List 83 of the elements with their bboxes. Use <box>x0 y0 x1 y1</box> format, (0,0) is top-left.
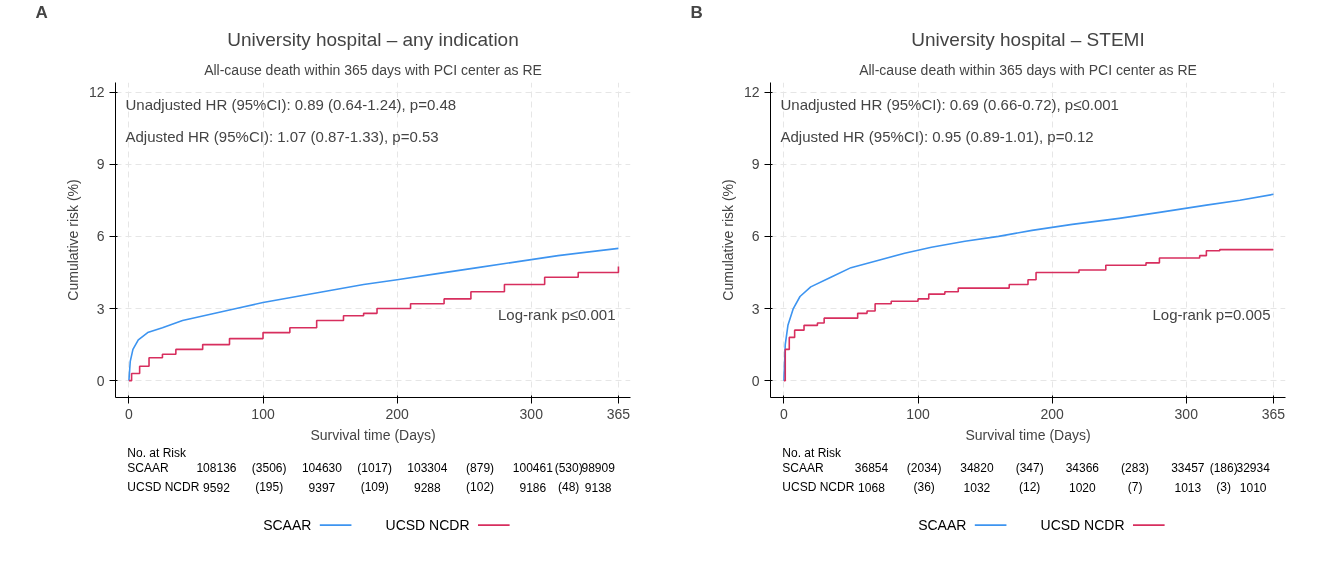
text: 108136 <box>196 461 237 476</box>
text: 104630 <box>301 461 343 476</box>
x-axis-title: Survival time (Days) <box>965 426 1091 443</box>
y-tick-label: 12 <box>88 84 105 101</box>
text: UCSD NCDR <box>782 480 855 495</box>
text: (3506) <box>251 460 287 475</box>
x-tick-label: 0 <box>125 405 134 422</box>
text: 1068 <box>858 480 886 495</box>
text: (530) <box>554 460 583 475</box>
annotation: Adjusted HR (95%CI): 1.07 (0.87-1.33), p=0.53 <box>125 127 439 145</box>
chart-title: University hospital – any indication <box>227 28 519 50</box>
x-axis-title: Survival time (Days) <box>310 426 436 443</box>
legend-label: SCAAR <box>918 517 967 534</box>
x-tick-label: 200 <box>1040 405 1065 422</box>
chart-title: University hospital – STEMI <box>911 28 1145 50</box>
legend-label: UCSD NCDR <box>1040 517 1125 534</box>
text: (186) <box>1209 460 1238 475</box>
y-tick-label: 3 <box>96 300 105 317</box>
text: No. at Risk <box>782 446 842 461</box>
y-axis-title: Cumulative risk (%) <box>64 179 81 301</box>
line-series <box>783 193 1275 382</box>
annotation: Log-rank p=0.005 <box>1152 305 1271 323</box>
annotation: Adjusted HR (95%CI): 0.95 (0.89-1.01), p=0.12 <box>780 127 1094 145</box>
text: 33457 <box>1171 461 1205 476</box>
text: (3) <box>1216 480 1231 495</box>
text: SCAAR <box>782 460 824 475</box>
text: A <box>35 2 48 22</box>
text: 1032 <box>963 480 991 495</box>
y-axis-title: Cumulative risk (%) <box>719 179 736 301</box>
text: 9288 <box>414 480 442 495</box>
text: (12) <box>1018 480 1041 495</box>
text: 9592 <box>203 480 231 495</box>
chart-subtitle: All-cause death within 365 days with PCI center as RE <box>859 61 1197 78</box>
text: 9138 <box>584 480 612 495</box>
y-tick-label: 3 <box>751 300 760 317</box>
text: (2034) <box>906 460 942 475</box>
text: (48) <box>557 480 580 495</box>
x-tick-label: 0 <box>780 405 789 422</box>
text: 103304 <box>407 461 448 476</box>
text: (36) <box>913 480 935 495</box>
chart-subtitle: All-cause death within 365 days with PCI center as RE <box>204 61 542 78</box>
text: (879) <box>466 460 495 475</box>
y-tick-label: 9 <box>96 156 105 173</box>
text: 1013 <box>1174 480 1202 495</box>
text: SCAAR <box>127 460 169 475</box>
legend-label: SCAAR <box>263 517 312 534</box>
text: 9186 <box>519 480 547 495</box>
y-tick-label: 0 <box>96 372 105 389</box>
text: (347) <box>1015 460 1044 475</box>
x-tick-label: 300 <box>1174 405 1199 422</box>
text: No. at Risk <box>127 446 187 461</box>
text: (195) <box>255 480 284 495</box>
annotation: Unadjusted HR (95%CI): 0.69 (0.66-0.72), p≤0.001 <box>780 95 1119 113</box>
annotation: Unadjusted HR (95%CI): 0.89 (0.64-1.24), p=0.48 <box>125 95 457 113</box>
y-tick-label: 12 <box>743 84 760 101</box>
x-tick-label: 300 <box>519 405 544 422</box>
text: 36854 <box>854 461 889 476</box>
text: (102) <box>466 480 495 495</box>
y-tick-label: 6 <box>751 228 760 245</box>
text: (7) <box>1127 480 1143 495</box>
annotation: Log-rank p≤0.001 <box>498 305 616 323</box>
legend-label: UCSD NCDR <box>385 517 470 534</box>
x-tick-label: 100 <box>906 405 930 422</box>
y-tick-label: 6 <box>96 228 105 245</box>
text: 1020 <box>1069 480 1097 495</box>
text: (109) <box>360 480 389 495</box>
text: 9397 <box>308 480 336 495</box>
text: (283) <box>1121 460 1150 475</box>
text: 32934 <box>1236 461 1271 476</box>
y-tick-label: 9 <box>751 156 760 173</box>
x-tick-label: 365 <box>606 405 631 422</box>
text: UCSD NCDR <box>127 480 200 495</box>
text: B <box>690 2 703 22</box>
text: 100461 <box>512 461 554 476</box>
x-tick-label: 200 <box>385 405 410 422</box>
text: 34366 <box>1065 461 1100 476</box>
text: (1017) <box>357 460 392 475</box>
x-tick-label: 365 <box>1261 405 1286 422</box>
text: 34820 <box>960 461 994 476</box>
y-tick-label: 0 <box>751 372 760 389</box>
text: 98909 <box>581 461 616 476</box>
x-tick-label: 100 <box>251 405 275 422</box>
text: 1010 <box>1239 480 1267 495</box>
